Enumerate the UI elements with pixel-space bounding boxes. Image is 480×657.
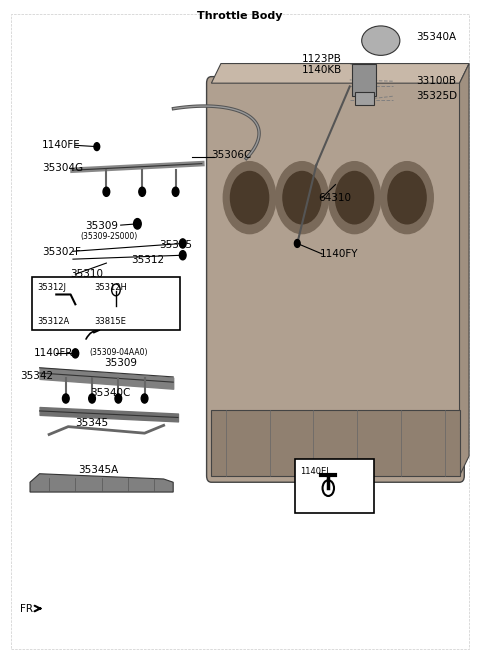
Bar	[352, 64, 376, 97]
Circle shape	[276, 162, 328, 234]
Text: 35325D: 35325D	[417, 91, 458, 101]
Text: Throttle Body: Throttle Body	[197, 11, 283, 21]
Text: 35312J: 35312J	[37, 283, 66, 292]
Text: 35312A: 35312A	[37, 317, 70, 327]
Text: 35312: 35312	[131, 255, 164, 265]
Circle shape	[180, 239, 186, 248]
Circle shape	[172, 187, 179, 196]
Circle shape	[230, 171, 269, 224]
Text: 35309: 35309	[104, 358, 137, 368]
Text: 35306C: 35306C	[211, 150, 252, 160]
Text: 33815E: 33815E	[95, 317, 126, 327]
Text: 35342: 35342	[21, 371, 54, 380]
Circle shape	[103, 187, 110, 196]
Circle shape	[180, 251, 186, 260]
Circle shape	[328, 162, 381, 234]
Text: 1123PB: 1123PB	[302, 54, 342, 64]
Bar	[355, 92, 373, 104]
Circle shape	[56, 294, 61, 302]
Text: 1140FE: 1140FE	[42, 141, 81, 150]
Text: 35345: 35345	[75, 419, 108, 428]
Circle shape	[72, 349, 79, 358]
Text: 35345A: 35345A	[78, 465, 118, 476]
Polygon shape	[211, 64, 469, 83]
Text: 35340A: 35340A	[417, 32, 456, 42]
Circle shape	[223, 162, 276, 234]
Text: FR.: FR.	[21, 604, 36, 614]
Circle shape	[94, 143, 100, 150]
Text: 64310: 64310	[319, 193, 352, 202]
Text: 35312H: 35312H	[95, 283, 127, 292]
Text: (35309-04AA0): (35309-04AA0)	[90, 348, 148, 357]
Circle shape	[62, 394, 69, 403]
Circle shape	[141, 394, 148, 403]
Text: 33100B: 33100B	[417, 76, 456, 86]
Text: 1140FY: 1140FY	[320, 249, 359, 259]
Text: 35309: 35309	[85, 221, 118, 231]
Circle shape	[381, 162, 433, 234]
Ellipse shape	[362, 26, 400, 55]
Circle shape	[115, 394, 121, 403]
Polygon shape	[459, 64, 469, 476]
Text: (35309-2S000): (35309-2S000)	[80, 232, 137, 240]
Circle shape	[133, 219, 141, 229]
Text: 35304G: 35304G	[42, 163, 83, 173]
Bar	[33, 277, 180, 330]
Polygon shape	[30, 474, 173, 492]
Text: 1140KB: 1140KB	[302, 65, 342, 75]
Text: 35340C: 35340C	[90, 388, 130, 397]
Circle shape	[89, 394, 96, 403]
Text: 1140EJ: 1140EJ	[300, 466, 328, 476]
Circle shape	[388, 171, 426, 224]
Circle shape	[283, 171, 321, 224]
Circle shape	[294, 240, 300, 248]
Text: 35302F: 35302F	[42, 247, 81, 257]
Text: 1140FR: 1140FR	[34, 348, 73, 358]
Text: 35305: 35305	[159, 240, 192, 250]
Circle shape	[139, 187, 145, 196]
Text: 35310: 35310	[71, 269, 104, 279]
Bar	[295, 459, 373, 513]
Bar	[211, 410, 459, 476]
Circle shape	[336, 171, 373, 224]
FancyBboxPatch shape	[206, 77, 464, 482]
